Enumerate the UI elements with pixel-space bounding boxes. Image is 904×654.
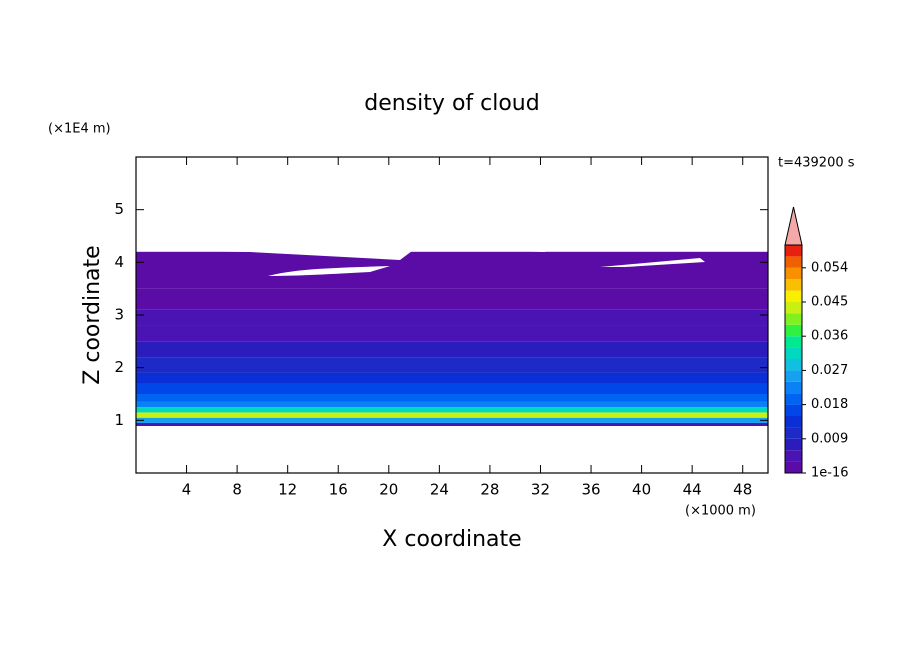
x-tick-label: 48	[733, 481, 752, 499]
contour-band	[136, 407, 768, 413]
colorbar-swatch	[785, 267, 802, 280]
colorbar-extend	[784, 206, 803, 246]
colorbar-tick-label: 0.036	[811, 329, 848, 344]
contour-band	[136, 417, 768, 423]
colorbar-swatch	[785, 404, 802, 416]
contour-band	[136, 412, 768, 418]
colorbar-swatch	[785, 427, 802, 439]
colorbar-swatch	[785, 416, 802, 428]
time-label: t=439200 s	[778, 156, 855, 171]
x-axis-label: X coordinate	[382, 527, 521, 552]
y-tick-label: 4	[114, 253, 124, 271]
x-tick-label: 36	[581, 481, 600, 499]
x-tick-label: 8	[232, 481, 242, 499]
colorbar-swatch	[785, 256, 802, 268]
colorbar-swatch	[785, 302, 802, 314]
colorbar-swatch	[785, 313, 802, 325]
colorbar-swatch	[785, 461, 802, 473]
colorbar-frame	[784, 244, 803, 474]
colorbar-tick-label: 0.027	[811, 363, 848, 378]
chart-title: density of cloud	[364, 91, 539, 116]
contour-band	[136, 309, 768, 326]
x-tick-label: 32	[531, 481, 550, 499]
colorbar-swatch	[785, 290, 802, 302]
colorbar-swatch	[785, 245, 802, 257]
colorbar-tick-label: 0.045	[811, 295, 848, 310]
gap	[136, 157, 768, 260]
colorbar-swatch	[785, 381, 802, 394]
colorbar-swatch	[785, 324, 802, 337]
y-tick-label: 2	[114, 358, 124, 376]
gap	[268, 266, 390, 276]
y-tick-label: 1	[114, 411, 124, 429]
contour-band	[136, 372, 768, 384]
colorbar-swatch	[785, 279, 802, 291]
contour-band	[136, 383, 768, 394]
x-tick-label: 16	[329, 481, 348, 499]
gap	[600, 258, 705, 267]
y-unit: (×1E4 m)	[48, 122, 111, 137]
colorbar-tick-label: 1e-16	[811, 466, 849, 481]
colorbar-tick-label: 0.054	[811, 260, 848, 275]
x-tick-label: 28	[480, 481, 499, 499]
x-tick-label: 12	[278, 481, 297, 499]
x-tick-label: 20	[379, 481, 398, 499]
colorbar-tick-label: 0.018	[811, 397, 848, 412]
contour-band	[136, 341, 768, 358]
contour-band	[136, 325, 768, 342]
contour-band	[136, 357, 768, 373]
field	[136, 251, 768, 429]
colorbar-swatch	[785, 347, 802, 359]
x-tick-label: 40	[632, 481, 651, 499]
colorbar-tick-label: 0.009	[811, 431, 848, 446]
x-tick-label: 44	[683, 481, 702, 499]
x-unit: (×1000 m)	[685, 504, 756, 519]
y-tick-label: 5	[114, 200, 124, 218]
x-tick-label: 24	[430, 481, 449, 499]
colorbar-swatch	[785, 438, 802, 451]
colorbar-swatch	[785, 370, 802, 382]
contour-band	[136, 422, 768, 429]
x-tick-label: 4	[182, 481, 192, 499]
contour-band	[136, 401, 768, 408]
colorbar-swatch	[785, 393, 802, 405]
colorbar-swatch	[785, 336, 802, 348]
axes: 4 8 12 16 20 24 28 32 36 40 44 48123451e-160.0090.0…	[114, 157, 849, 499]
contour-band	[136, 288, 768, 310]
y-axis-label: Z coordinate	[80, 245, 105, 384]
colorbar-swatch	[785, 450, 802, 462]
contour-band	[136, 251, 768, 289]
cloud-gaps	[136, 157, 768, 473]
y-tick-label: 3	[114, 306, 124, 324]
gap	[136, 426, 768, 473]
colorbar-swatch	[785, 359, 802, 371]
contour-band	[136, 394, 768, 402]
